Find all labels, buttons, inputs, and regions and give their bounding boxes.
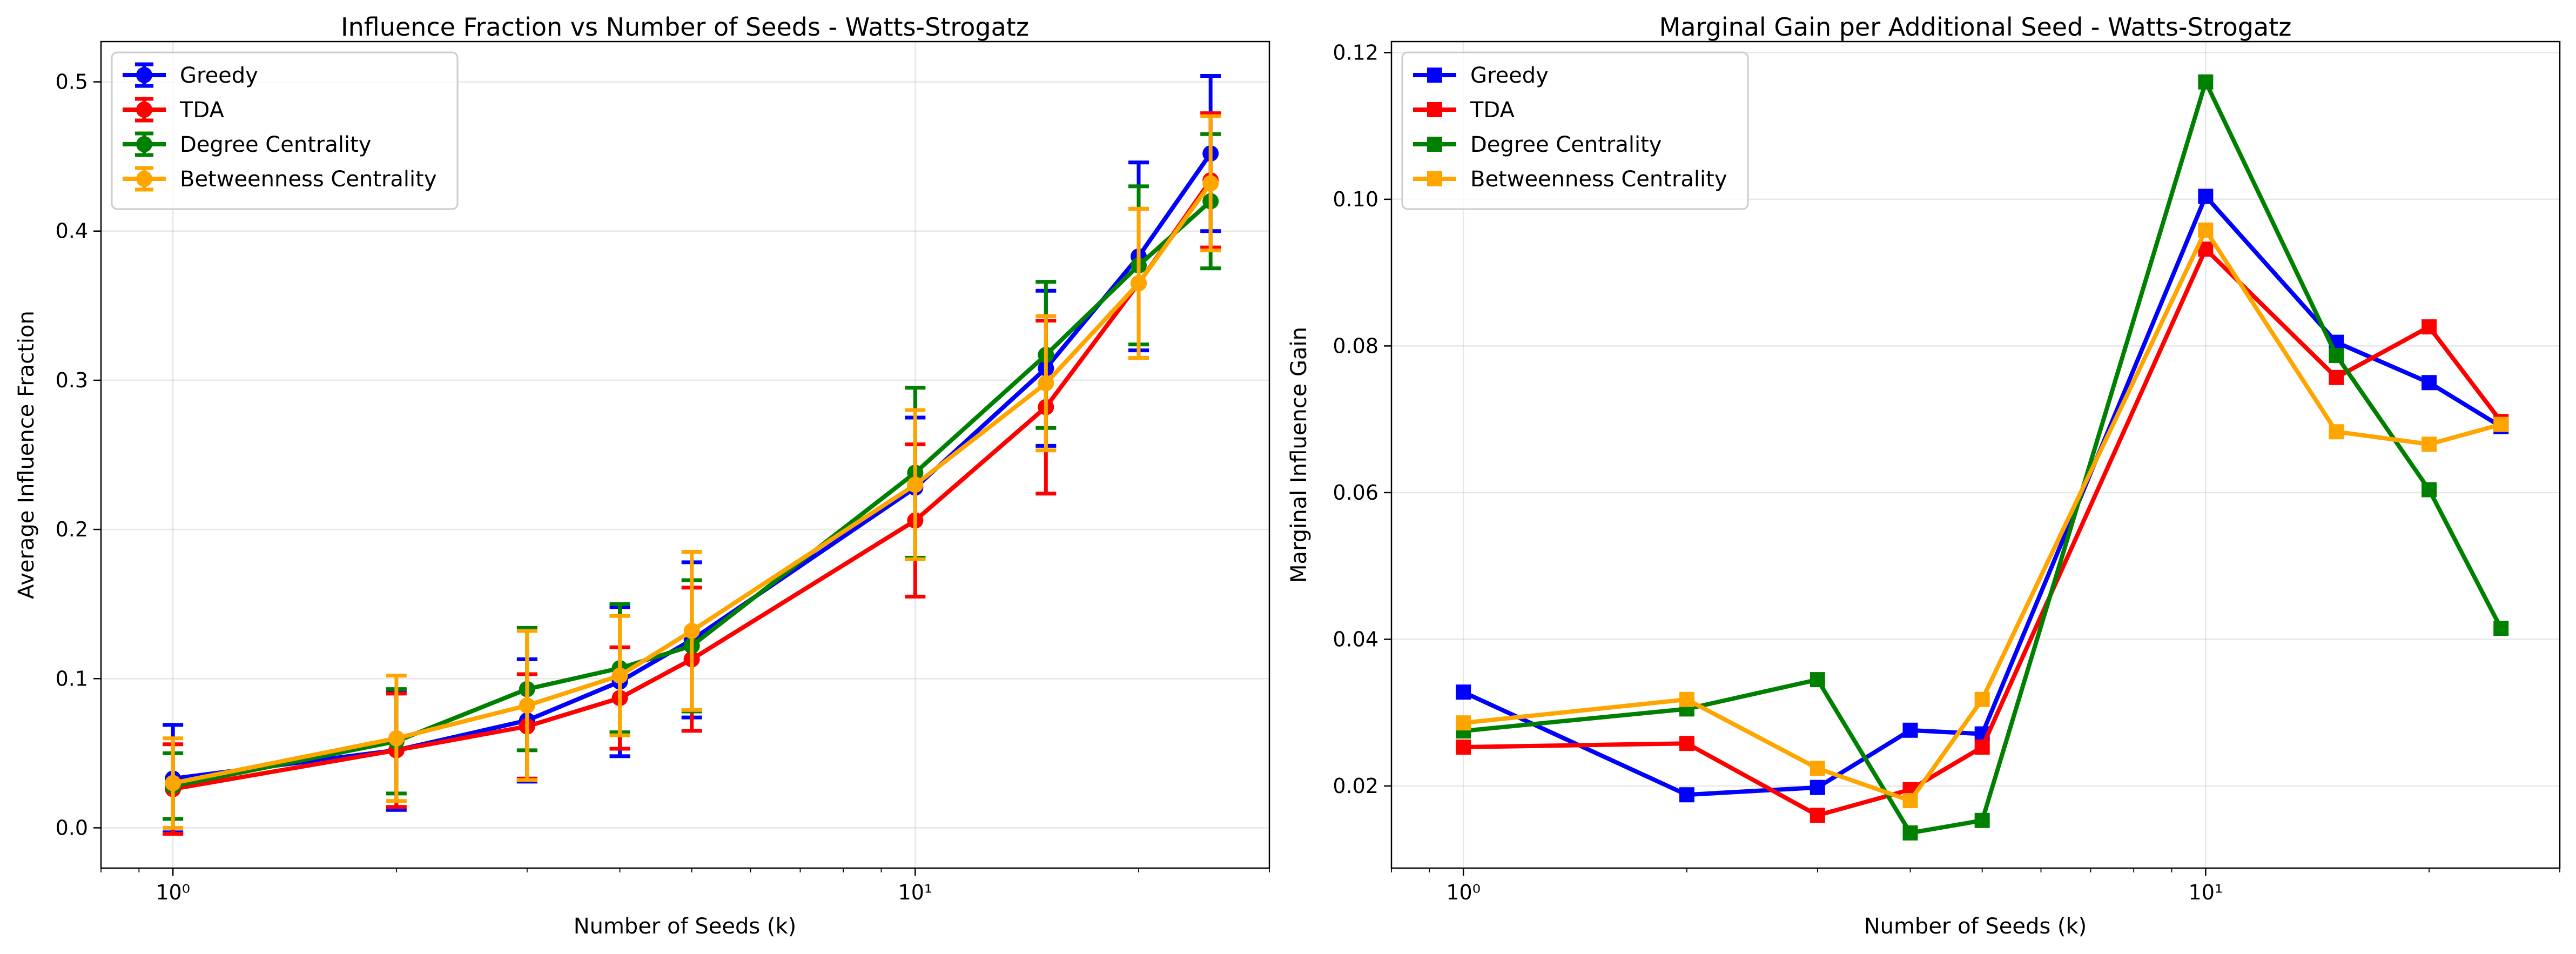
data-point [1038, 375, 1054, 392]
data-point [1679, 736, 1694, 751]
legend-marker [1427, 137, 1442, 152]
data-point [165, 775, 181, 791]
data-point [388, 730, 405, 747]
data-point [1679, 691, 1694, 707]
legend-marker [136, 67, 152, 83]
data-point [2329, 369, 2344, 385]
legend-marker [1427, 68, 1442, 83]
legend-label: Greedy [1470, 63, 1549, 88]
data-point [1974, 812, 1990, 828]
y-tick-label: 0.08 [1333, 334, 1378, 358]
legend-item: Betweenness Centrality [123, 166, 437, 192]
y-tick-label: 0.0 [56, 816, 88, 839]
y-tick-label: 0.10 [1333, 187, 1378, 211]
legend-box [111, 51, 459, 210]
legend-item: TDA [123, 97, 225, 123]
y-tick-label: 0.4 [56, 219, 88, 243]
data-point [2493, 621, 2509, 636]
x-axis-label: Number of Seeds (k) [1864, 914, 2087, 939]
data-point [1974, 739, 1990, 755]
x-tick-label: 10¹ [2189, 881, 2223, 904]
x-tick-label: 10⁰ [1446, 881, 1481, 904]
legend-item: Betweenness Centrality [1413, 167, 1727, 192]
data-point [1902, 793, 1918, 809]
data-point [907, 476, 924, 493]
legend-marker [136, 102, 152, 118]
y-axis-label: Marginal Influence Gain [1287, 327, 1311, 583]
legend-item: Greedy [1413, 63, 1549, 88]
data-point [1810, 672, 1825, 688]
legend-item: Degree Centrality [1413, 132, 1662, 157]
chart-influence-fraction: 10⁰ 10¹ 0.0 0.1 0.2 0.3 0.4 0.5 Influence Fract… [14, 12, 1270, 939]
data-point [1456, 684, 1471, 700]
data-point [1679, 787, 1694, 803]
data-point [2198, 74, 2214, 90]
legend-label: Betweenness Centrality [180, 167, 437, 192]
data-point [683, 622, 700, 639]
y-tick-label: 0.2 [56, 518, 88, 541]
series-betweenness-centrality [1456, 222, 2509, 809]
data-point [519, 697, 535, 714]
data-point [1902, 722, 1918, 738]
data-point [1810, 761, 1825, 776]
series-betweenness-centrality [163, 114, 1221, 830]
data-point [1902, 825, 1918, 841]
y-tick-label: 0.02 [1333, 774, 1378, 798]
legend-marker [1427, 171, 1442, 186]
legend-box [1401, 51, 1749, 210]
y-tick-label: 0.3 [56, 368, 88, 392]
data-point [2198, 222, 2214, 238]
data-point [2422, 375, 2437, 391]
data-point [2422, 319, 2437, 335]
data-point [2422, 482, 2437, 498]
data-point [1456, 715, 1471, 731]
data-point [611, 667, 628, 684]
legend-marker [1427, 102, 1442, 117]
data-point [1202, 175, 1219, 192]
plot-frame [1390, 41, 2561, 869]
data-point [2198, 189, 2214, 204]
y-tick-label: 0.12 [1333, 41, 1378, 64]
data-point [1456, 739, 1471, 755]
data-point [2422, 436, 2437, 452]
data-point [2329, 424, 2344, 440]
chart-title: Marginal Gain per Additional Seed - Watt… [1659, 12, 2292, 42]
x-tick-label: 10¹ [898, 881, 933, 904]
y-tick-label: 0.1 [56, 667, 88, 690]
legend-item: TDA [1413, 98, 1515, 123]
legend-label: Degree Centrality [180, 132, 371, 157]
x-tick-label: 10⁰ [156, 881, 190, 904]
legend-item: Degree Centrality [123, 131, 371, 157]
y-tick-label: 0.5 [56, 70, 88, 94]
plot-frame [100, 41, 1270, 869]
series-degree-centrality [1456, 74, 2509, 841]
legend-marker [136, 136, 152, 152]
data-point [1810, 808, 1825, 823]
data-point [1974, 691, 1990, 707]
legend-label: TDA [1470, 98, 1515, 123]
chart-marginal-gain: 10⁰ 10¹ 0.02 0.04 0.06 0.08 0.10 0.12 Marginal … [1287, 12, 2561, 939]
legend-label: Degree Centrality [1470, 132, 1662, 157]
y-tick-label: 0.04 [1333, 627, 1378, 651]
legend-label: Betweenness Centrality [1470, 167, 1727, 192]
data-point [2329, 348, 2344, 364]
x-axis-label: Number of Seeds (k) [574, 914, 797, 939]
legend-item: Greedy [123, 62, 258, 88]
data-point [2493, 416, 2509, 432]
data-point [1810, 780, 1825, 795]
legend-label: Greedy [180, 63, 258, 88]
legend-label: TDA [179, 98, 225, 123]
chart-title: Influence Fraction vs Number of Seeds - … [341, 12, 1029, 42]
y-tick-label: 0.06 [1333, 481, 1378, 505]
legend-marker [136, 171, 152, 187]
y-axis-label: Average Influence Fraction [14, 311, 39, 599]
data-point [1131, 275, 1147, 292]
